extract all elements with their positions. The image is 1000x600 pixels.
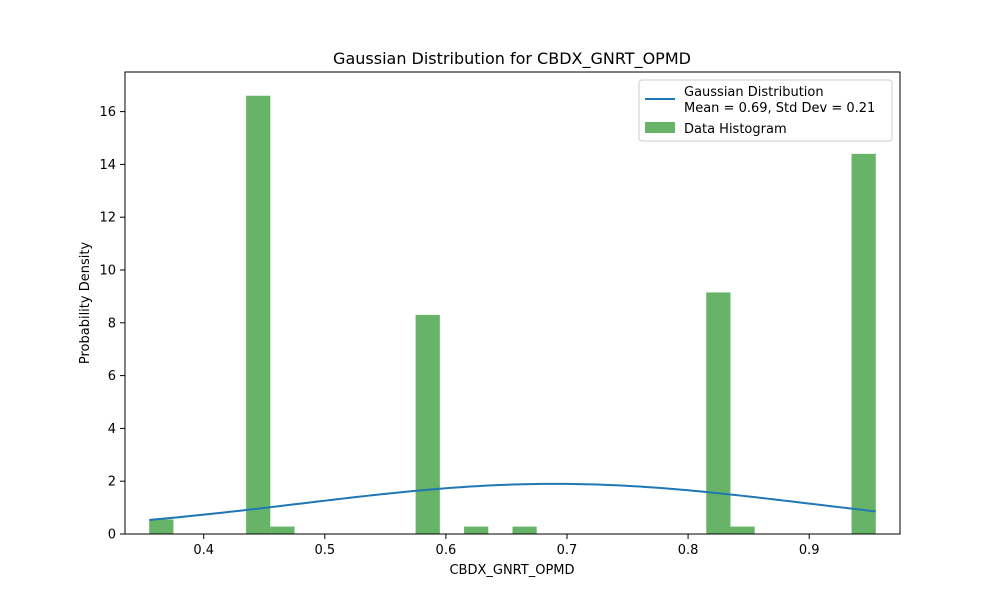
histogram-bar-1 (246, 95, 271, 534)
x-tick-label-4: 0.8 (678, 543, 699, 558)
y-tick-label-3: 6 (108, 369, 116, 384)
x-axis-ticks: 0.4 0.5 0.6 0.7 0.8 0.9 (193, 534, 820, 558)
y-tick-label-8: 16 (99, 105, 116, 120)
legend-gaussian-label-line2: Mean = 0.69, Std Dev = 0.21 (684, 101, 875, 116)
histogram-bar-5 (512, 526, 537, 534)
y-tick-label-7: 14 (99, 158, 116, 173)
x-tick-label-1: 0.5 (314, 543, 335, 558)
x-tick-label-5: 0.9 (799, 543, 820, 558)
y-tick-label-4: 8 (108, 316, 116, 331)
y-axis-label: Probability Density (78, 242, 93, 365)
y-tick-label-2: 4 (108, 422, 116, 437)
histogram-bar-3 (415, 314, 440, 534)
y-tick-label-5: 10 (99, 264, 116, 279)
legend-histogram-swatch (645, 122, 675, 133)
y-axis-ticks: 0 2 4 6 8 10 12 14 16 (99, 105, 125, 543)
legend-gaussian-label-line1: Gaussian Distribution (684, 85, 824, 100)
y-tick-label-0: 0 (108, 528, 116, 543)
histogram-bar-0 (149, 519, 174, 534)
x-tick-label-2: 0.6 (436, 543, 457, 558)
gaussian-curve (149, 482, 876, 521)
x-tick-label-0: 0.4 (193, 543, 214, 558)
histogram-bar-6 (706, 292, 731, 534)
y-tick-label-6: 12 (99, 211, 116, 226)
histogram-bar-4 (464, 526, 489, 534)
histogram-bar-2 (270, 526, 295, 534)
legend-histogram-label: Data Histogram (684, 122, 787, 137)
x-tick-label-3: 0.7 (557, 543, 578, 558)
x-axis-label: CBDX_GNRT_OPMD (449, 563, 574, 578)
chart-title: Gaussian Distribution for CBDX_GNRT_OPMD (333, 49, 691, 69)
gaussian-curve-layer (149, 482, 876, 521)
legend-box (638, 79, 893, 142)
histogram-bar-8 (851, 153, 876, 534)
histogram-bar-7 (730, 526, 755, 534)
y-tick-label-1: 2 (108, 475, 116, 490)
histogram-bars (149, 95, 876, 534)
plot-area-frame (124, 71, 901, 535)
legend: Gaussian Distribution Mean = 0.69, Std D… (638, 79, 893, 142)
